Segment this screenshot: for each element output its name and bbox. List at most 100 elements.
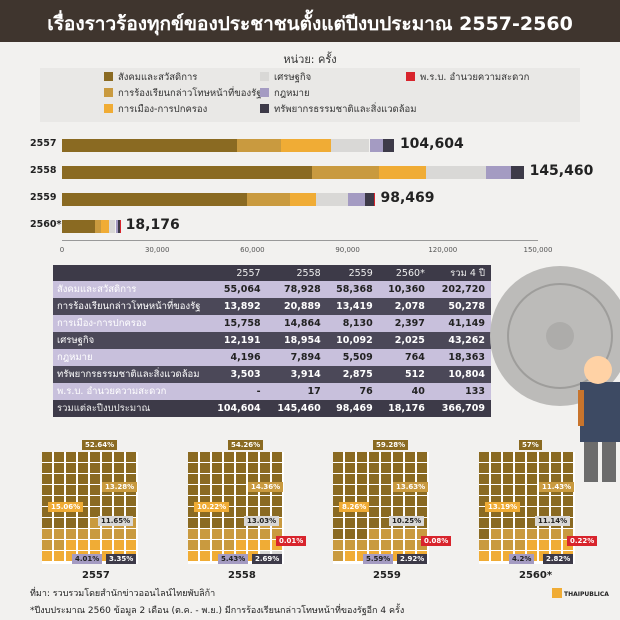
waffle-cell xyxy=(90,452,101,463)
waffle-cell xyxy=(212,518,223,529)
table-cell: 20,889 xyxy=(266,298,327,315)
waffle-cell xyxy=(188,529,199,540)
y-tick-label: 2558 xyxy=(30,165,57,176)
waffle-cell xyxy=(78,496,89,507)
waffle-cell xyxy=(188,507,199,518)
source-note: ที่มา: รวบรวมโดยสำนักข่าวออนไลน์ไทยพับลิ… xyxy=(30,589,216,599)
waffle-cell xyxy=(527,496,538,507)
waffle-cell xyxy=(515,507,526,518)
waffle-percent-label: 0.22% xyxy=(567,536,598,546)
waffle-cell xyxy=(54,518,65,529)
table-cell: 366,709 xyxy=(430,400,491,417)
bar-segment xyxy=(289,193,316,206)
waffle-cell xyxy=(405,529,416,540)
waffle-cell xyxy=(248,540,259,551)
x-axis xyxy=(62,240,538,241)
y-tick-label: 2560* xyxy=(30,219,62,230)
waffle-cell xyxy=(90,474,101,485)
waffle-cell xyxy=(515,485,526,496)
waffle-cell xyxy=(333,507,344,518)
x-tick-label: 30,000 xyxy=(144,246,170,254)
waffle-cell xyxy=(42,474,53,485)
waffle-cell xyxy=(515,518,526,529)
bar-segment xyxy=(511,166,524,179)
waffle-cell xyxy=(345,485,356,496)
table-cell: 98,469 xyxy=(326,400,379,417)
column-header: 2559 xyxy=(326,265,379,281)
waffle-cell xyxy=(102,529,113,540)
waffle-cell xyxy=(491,551,502,562)
bar-segment xyxy=(109,220,116,233)
waffle-cell xyxy=(236,496,247,507)
waffle-cell xyxy=(515,463,526,474)
waffle-cell xyxy=(102,496,113,507)
waffle-percent-label: 3.35% xyxy=(106,554,137,564)
waffle-cell xyxy=(381,540,392,551)
waffle-percent-label: 13.63% xyxy=(393,482,429,492)
legend-swatch xyxy=(104,72,113,81)
row-label: พ.ร.บ. อำนวยความสะดวก xyxy=(53,383,207,400)
waffle-cell xyxy=(491,485,502,496)
waffle-cell xyxy=(539,496,550,507)
waffle-cell xyxy=(114,540,125,551)
legend-item: กฎหมาย xyxy=(260,88,310,100)
table-cell: 2,397 xyxy=(378,315,431,332)
row-label: ทรัพยากรธรรมชาติและสิ่งแวดล้อม xyxy=(53,366,207,383)
waffle-cell xyxy=(393,463,404,474)
waffle-cell xyxy=(212,452,223,463)
waffle-cell xyxy=(224,496,235,507)
waffle-cell xyxy=(491,507,502,518)
waffle-cell xyxy=(66,529,77,540)
waffle-percent-label: 54.26% xyxy=(228,440,264,450)
table-cell: 15,758 xyxy=(206,315,267,332)
table-cell: 12,191 xyxy=(206,332,267,349)
bar-segment xyxy=(236,139,281,152)
waffle-cell xyxy=(503,540,514,551)
waffle-cell xyxy=(248,452,259,463)
waffle-cell xyxy=(563,463,574,474)
waffle-percent-label: 8.26% xyxy=(339,502,370,512)
table-cell: 43,262 xyxy=(430,332,491,349)
legend-swatch xyxy=(260,104,269,113)
waffle-cell xyxy=(369,474,380,485)
waffle-cell xyxy=(381,529,392,540)
waffle-cell xyxy=(503,529,514,540)
waffle-cell xyxy=(66,507,77,518)
waffle-cell xyxy=(66,474,77,485)
table-cell: 2,875 xyxy=(326,366,379,383)
waffle-cell xyxy=(515,474,526,485)
bar-segment xyxy=(62,139,237,152)
waffle-cell xyxy=(200,507,211,518)
table-cell: 2,025 xyxy=(378,332,431,349)
waffle-cell xyxy=(503,507,514,518)
waffle-percent-label: 10.25% xyxy=(389,516,425,526)
waffle-cell xyxy=(491,518,502,529)
waffle-cell xyxy=(515,496,526,507)
waffle-percent-label: 14.36% xyxy=(248,482,284,492)
waffle-cell xyxy=(405,496,416,507)
waffle-cell xyxy=(551,496,562,507)
logo-mark-icon xyxy=(552,588,562,598)
bar-segment xyxy=(378,166,426,179)
waffle-cell xyxy=(393,452,404,463)
waffle-percent-label: 5.43% xyxy=(218,554,249,564)
waffle-cell xyxy=(90,496,101,507)
waffle-cell xyxy=(78,518,89,529)
waffle-cell xyxy=(357,507,368,518)
waffle-cell xyxy=(224,518,235,529)
waffle-cell xyxy=(78,540,89,551)
x-tick-label: 150,000 xyxy=(523,246,553,254)
waffle-cell xyxy=(393,540,404,551)
waffle-cell xyxy=(357,485,368,496)
waffle-cell xyxy=(42,485,53,496)
waffle-percent-label: 59.28% xyxy=(373,440,409,450)
legend-item: พ.ร.บ. อำนวยความสะดวก xyxy=(406,72,529,84)
waffle-cell xyxy=(66,485,77,496)
waffle-cell xyxy=(114,529,125,540)
waffle-cell xyxy=(224,507,235,518)
waffle-cell xyxy=(333,518,344,529)
waffle-cell xyxy=(539,540,550,551)
waffle-cell xyxy=(551,463,562,474)
waffle-cell xyxy=(200,540,211,551)
waffle-cell xyxy=(90,529,101,540)
